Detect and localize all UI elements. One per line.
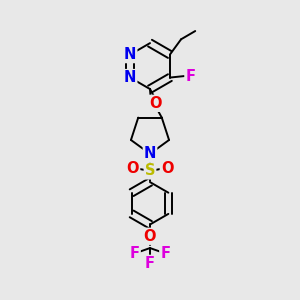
Text: F: F <box>185 69 196 84</box>
Text: F: F <box>130 246 140 261</box>
Text: O: O <box>127 161 139 176</box>
Text: O: O <box>161 161 173 176</box>
Text: N: N <box>144 146 156 161</box>
Text: F: F <box>160 246 170 261</box>
Text: N: N <box>124 47 136 62</box>
Text: O: O <box>144 229 156 244</box>
Text: N: N <box>124 70 136 85</box>
Text: S: S <box>145 164 155 178</box>
Text: F: F <box>145 256 155 271</box>
Text: O: O <box>150 96 162 111</box>
